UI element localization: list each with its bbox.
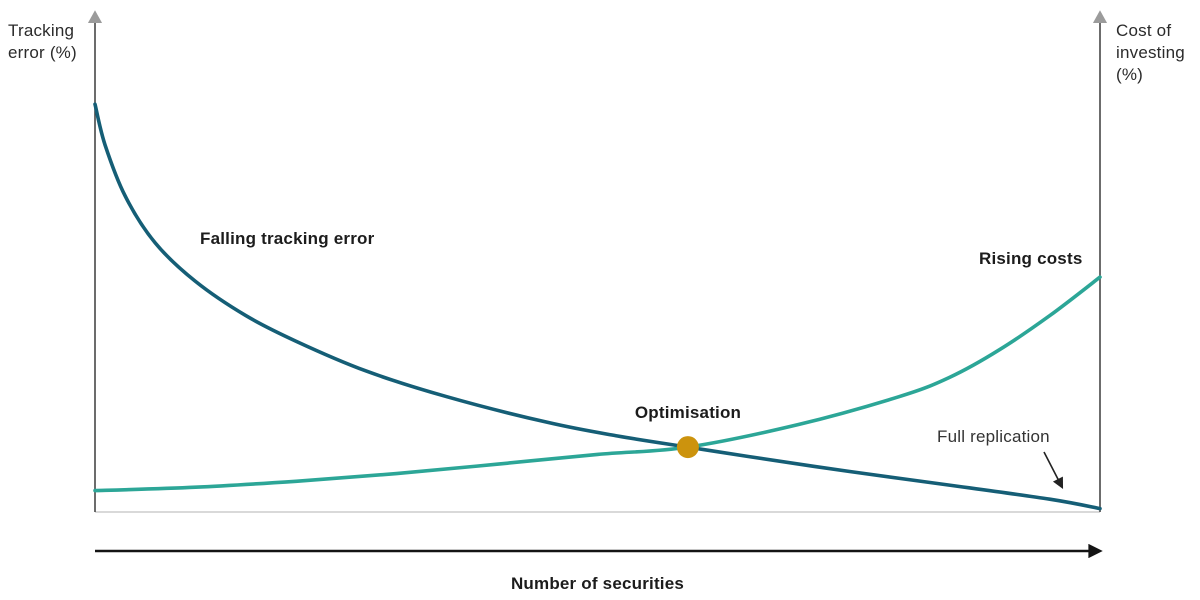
rising-costs-curve <box>93 275 1102 493</box>
full-replication-label: Full replication <box>937 427 1050 446</box>
optimisation-point-marker <box>676 436 699 459</box>
falling-tracking-error-curve <box>93 102 1102 511</box>
left-axis-label: Tracking error (%) <box>8 21 77 63</box>
right-axis-label: Cost of investing (%) <box>1116 21 1185 85</box>
full-replication-arrow <box>1043 451 1064 489</box>
rising-costs-label: Rising costs <box>979 249 1083 268</box>
x-axis-label: Number of securities <box>510 574 685 593</box>
optimisation-label: Optimisation <box>634 403 742 422</box>
falling-tracking-error-label: Falling tracking error <box>200 229 375 248</box>
